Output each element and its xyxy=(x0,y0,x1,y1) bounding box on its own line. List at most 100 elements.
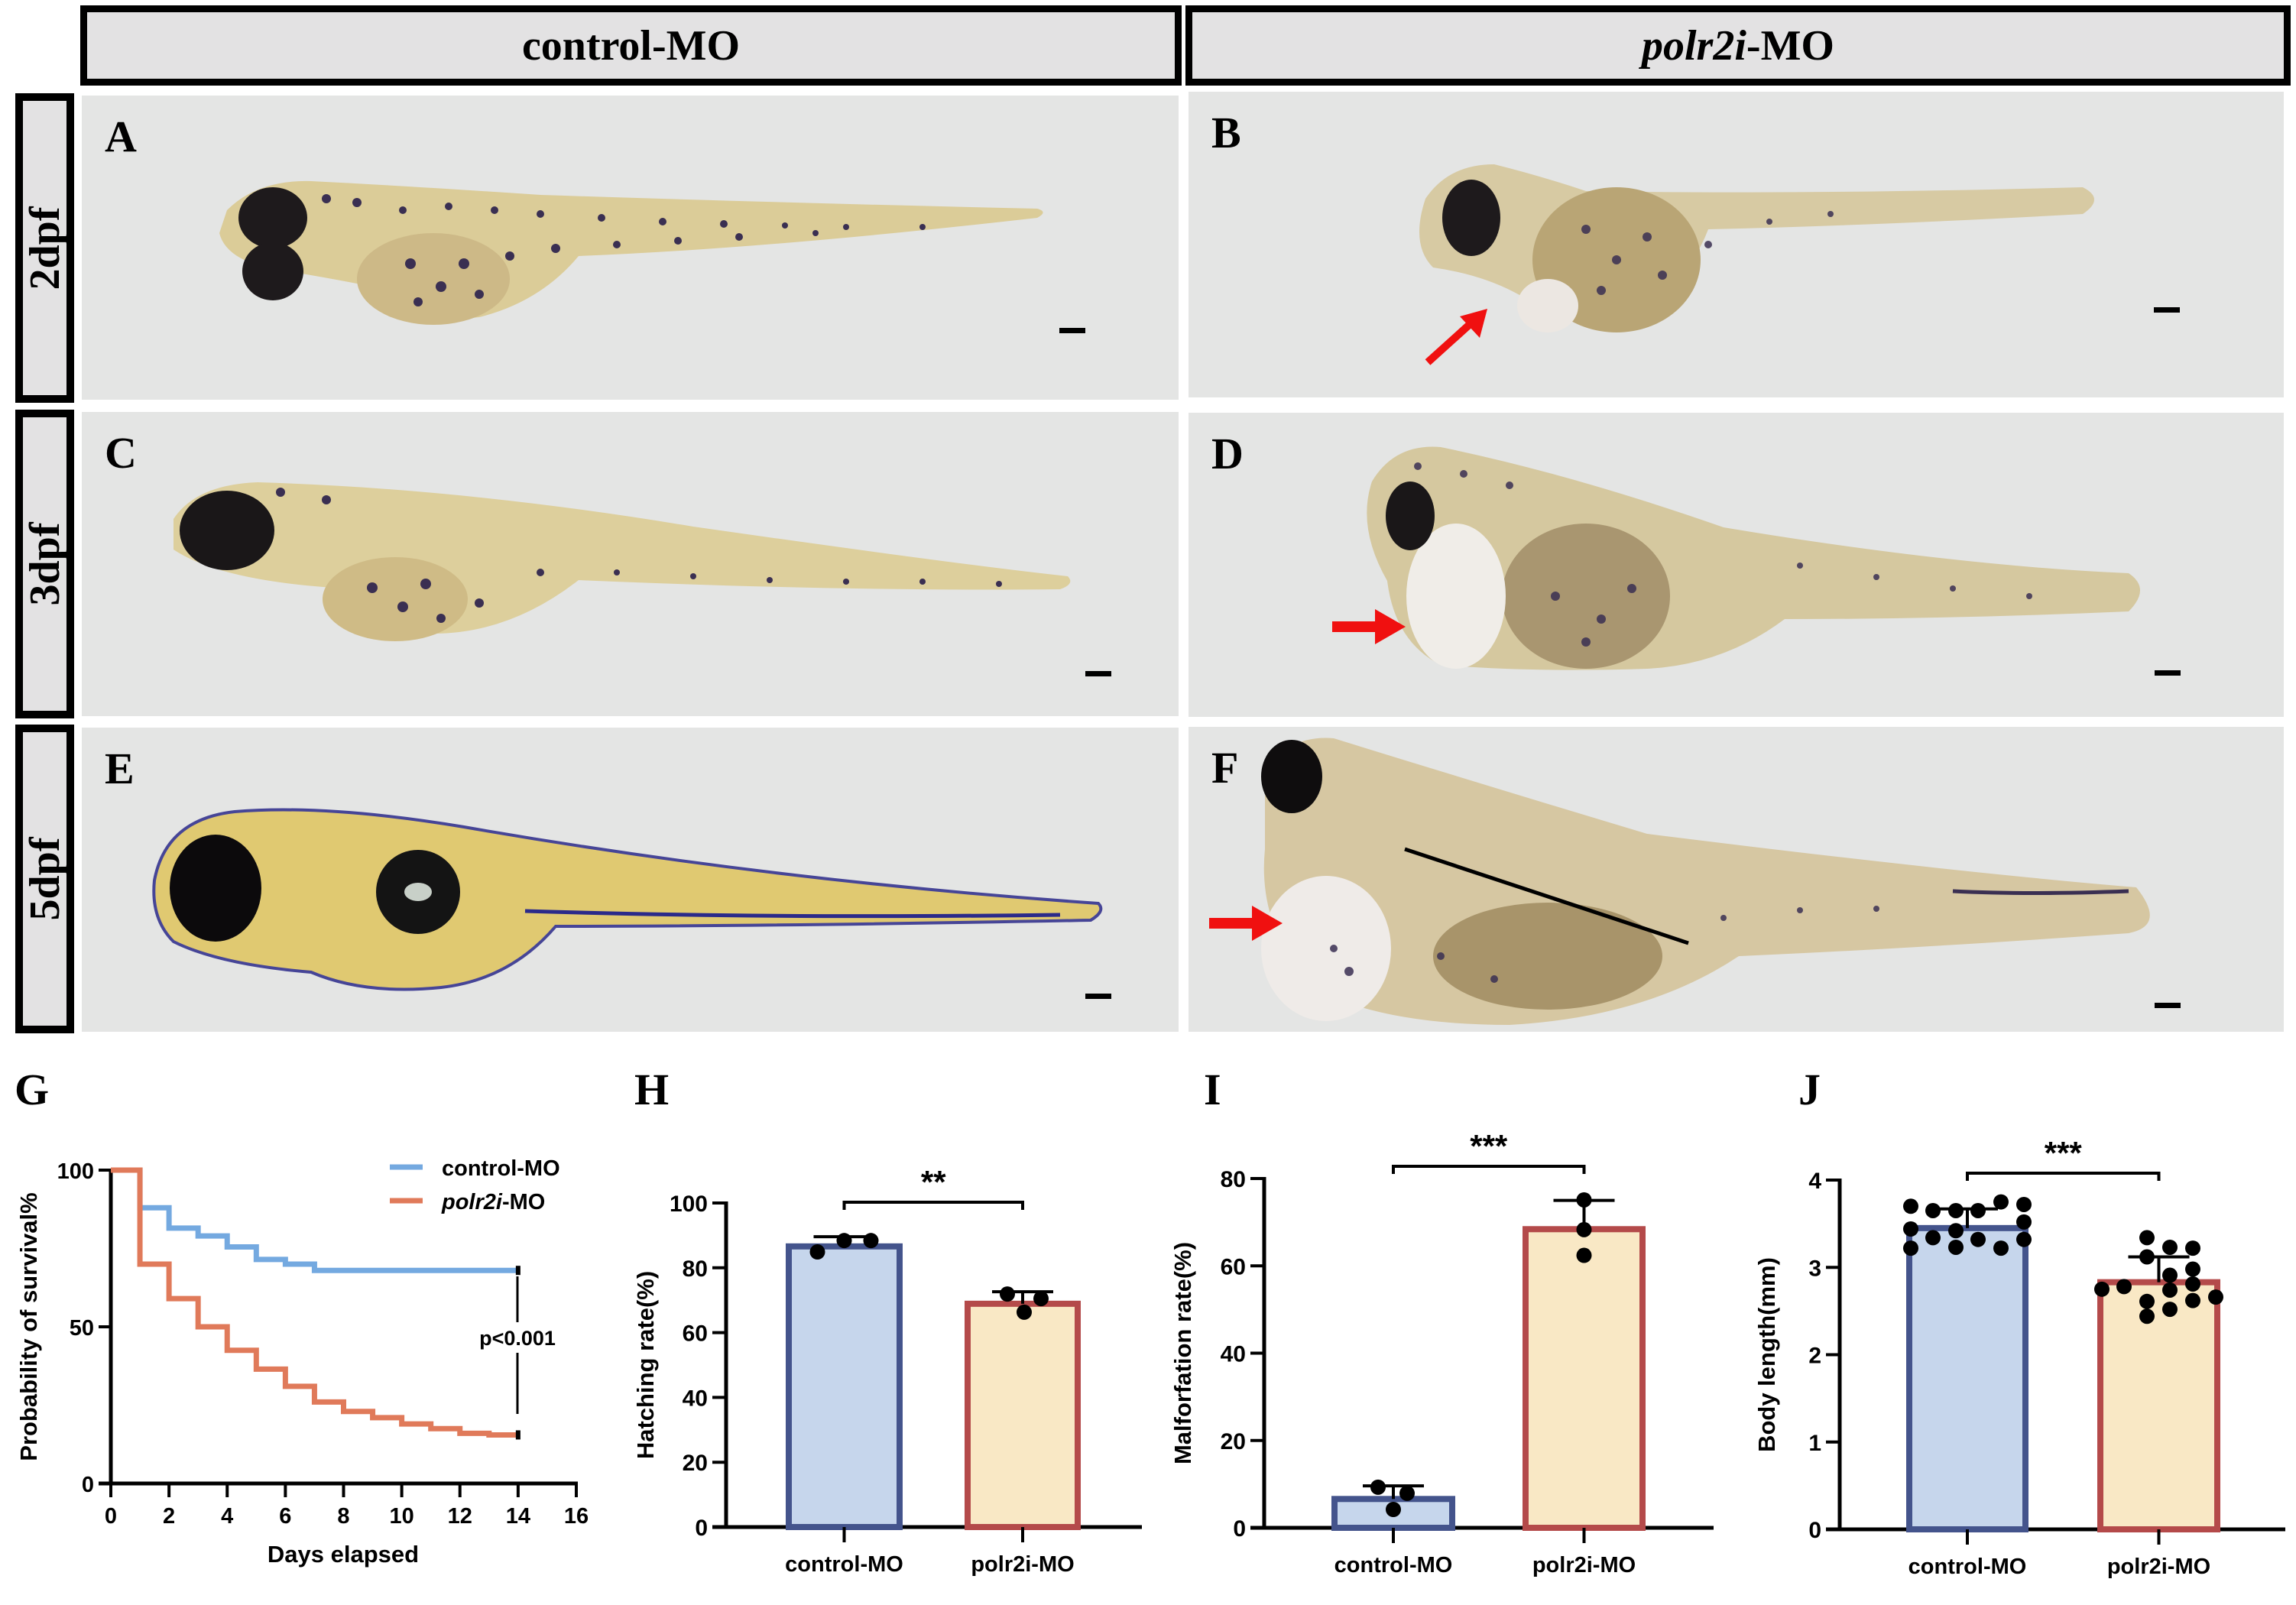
column-header-control-label: control-MO xyxy=(521,21,741,70)
x-tick-label: 14 xyxy=(506,1504,530,1529)
data-point xyxy=(2139,1249,2155,1265)
x-tick-label: 12 xyxy=(448,1504,472,1529)
scale-bar xyxy=(1059,328,1085,333)
bar-control xyxy=(1906,1224,2028,1532)
y-tick-label: 20 xyxy=(683,1451,708,1476)
scale-bar xyxy=(1085,671,1111,676)
data-point xyxy=(1017,1304,1032,1320)
censor-mark xyxy=(515,1430,520,1440)
zebrafish-image xyxy=(173,482,1071,641)
legend-gene-suffix: -MO xyxy=(502,1190,545,1214)
y-tick-label: 40 xyxy=(683,1386,708,1411)
data-point xyxy=(2185,1276,2200,1292)
data-point xyxy=(2185,1292,2200,1308)
data-point xyxy=(2094,1281,2110,1297)
column-header-polr2i: polr2i-MO xyxy=(1185,5,2291,86)
data-point xyxy=(809,1244,825,1260)
row-label-5dpf: 5dpf xyxy=(15,725,74,1033)
data-point xyxy=(1993,1240,2009,1256)
data-point xyxy=(1970,1231,1986,1247)
significance-stars: *** xyxy=(2045,1135,2083,1171)
x-tick-label: 6 xyxy=(279,1504,291,1529)
data-point xyxy=(2139,1293,2155,1309)
gene-name-italic: polr2i xyxy=(1642,21,1746,70)
y-tick-label: 20 xyxy=(1221,1429,1246,1454)
data-point xyxy=(2016,1214,2032,1230)
zebrafish-image xyxy=(1367,446,2140,670)
panel-letter-b: B xyxy=(1211,108,1241,157)
y-tick-label: 0 xyxy=(1233,1516,1246,1542)
x-tick-label: 10 xyxy=(389,1504,413,1529)
data-point xyxy=(1925,1202,1941,1218)
panel-letter-f: F xyxy=(1211,743,1239,793)
column-header-polr2i-label: polr2i-MO xyxy=(1642,21,1834,70)
malformation-rate-chart: 0 20 40 60 80 Malforfation rate(%) control-MO p… xyxy=(1169,1128,1714,1577)
zebrafish-image xyxy=(219,180,1043,325)
x-tick-label: 8 xyxy=(337,1504,349,1529)
data-point xyxy=(1970,1202,1986,1218)
x-tick-label: 16 xyxy=(564,1504,589,1529)
y-tick-label: 4 xyxy=(1808,1169,1821,1194)
y-tick-label: 100 xyxy=(670,1192,708,1217)
legend-gene-italic: polr2i xyxy=(441,1190,503,1214)
data-point xyxy=(836,1233,852,1249)
censor-mark xyxy=(515,1266,520,1276)
bar-polr2i xyxy=(2097,1279,2220,1532)
y-tick-label: 0 xyxy=(695,1516,708,1541)
y-tick-label: 80 xyxy=(683,1256,708,1282)
data-point xyxy=(2116,1279,2132,1295)
y-tick-label: 2 xyxy=(1808,1344,1821,1369)
significance-bracket xyxy=(1966,1172,2161,1181)
legend-label-polr2i: polr2i-MO xyxy=(441,1190,545,1214)
panel-letter-d: D xyxy=(1211,429,1244,478)
zebrafish-image xyxy=(1419,164,2094,332)
data-point xyxy=(2139,1230,2155,1246)
x-tick-label: control-MO xyxy=(1334,1553,1453,1577)
panel-e-image: E xyxy=(82,728,1179,1032)
x-tick-label: 2 xyxy=(163,1504,175,1529)
panel-b-image: B xyxy=(1189,92,2284,397)
data-point xyxy=(1948,1223,1964,1239)
y-tick-label: 80 xyxy=(1221,1167,1246,1192)
significance-stars: ** xyxy=(921,1164,946,1200)
row-label-3dpf: 3dpf xyxy=(15,410,74,718)
y-tick-label: 0 xyxy=(1808,1518,1821,1543)
x-tick-label: polr2i-MO xyxy=(971,1552,1074,1577)
y-tick-label: 40 xyxy=(1221,1342,1246,1367)
row-label-3dpf-text: 3dpf xyxy=(21,522,69,606)
panel-letter-e: E xyxy=(105,744,135,793)
zebrafish-image xyxy=(1261,738,2150,1025)
survival-line-polr2i xyxy=(111,1167,518,1438)
scale-bar xyxy=(1085,994,1111,999)
chart-letter-j: J xyxy=(1798,1065,1821,1114)
x-tick-label: 4 xyxy=(221,1504,233,1529)
chart-letter-i: I xyxy=(1204,1065,1221,1114)
x-tick-label: polr2i-MO xyxy=(2107,1555,2210,1579)
data-point xyxy=(1370,1479,1386,1495)
panel-letter-a: A xyxy=(105,112,137,161)
data-point xyxy=(2208,1289,2223,1305)
y-tick-label: 1 xyxy=(1808,1431,1821,1456)
data-point xyxy=(1925,1230,1941,1246)
panel-f-image: F xyxy=(1189,727,2284,1032)
axes: 0 50 100 0 2 4 6 8 10 12 14 16 xyxy=(57,1159,589,1529)
legend: control-MO polr2i-MO xyxy=(390,1156,560,1214)
scale-bar xyxy=(2155,1003,2181,1008)
data-point xyxy=(1948,1239,1964,1255)
data-point xyxy=(1576,1221,1592,1237)
gene-suffix: -MO xyxy=(1746,21,1834,70)
y-axis-label: Probability of survival% xyxy=(15,1192,42,1461)
legend-label-control: control-MO xyxy=(442,1156,560,1181)
chart-letter-g: G xyxy=(15,1065,50,1114)
data-point xyxy=(1576,1192,1592,1208)
red-arrow-icon xyxy=(1332,609,1406,644)
x-tick-label: control-MO xyxy=(1908,1555,2027,1579)
data-point xyxy=(2162,1267,2178,1283)
data-point xyxy=(1399,1485,1415,1501)
significance-bracket xyxy=(842,1201,1024,1210)
data-point xyxy=(1903,1240,1918,1256)
data-point xyxy=(2016,1231,2032,1247)
data-point xyxy=(2016,1196,2032,1212)
x-tick-label: control-MO xyxy=(785,1552,903,1577)
red-arrow-icon xyxy=(1425,309,1487,365)
